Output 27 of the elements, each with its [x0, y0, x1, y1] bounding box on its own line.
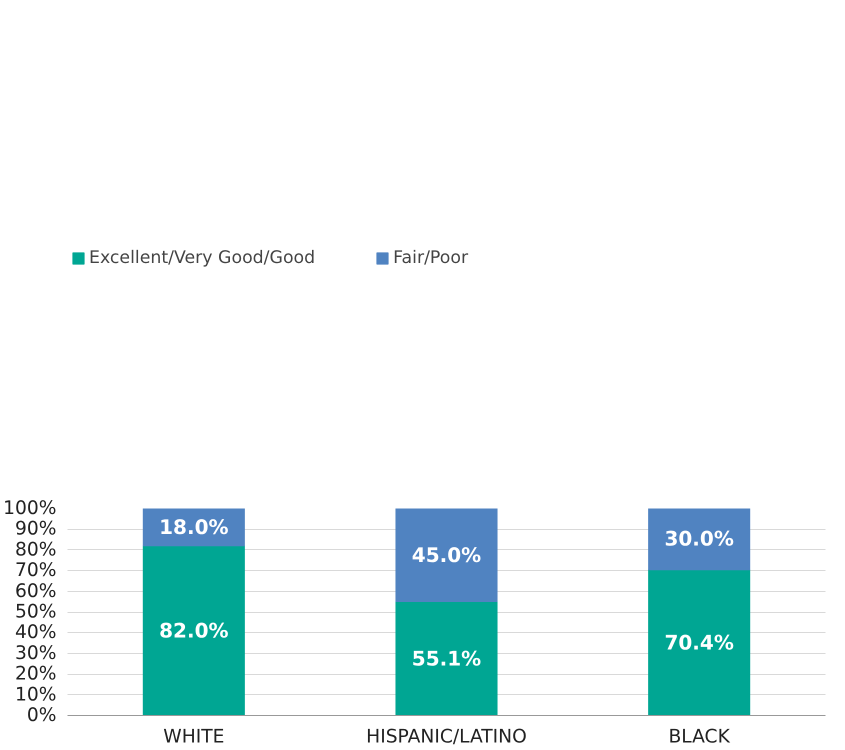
y-tick-label: 70% [15, 560, 56, 582]
legend-label: Excellent/Very Good/Good [89, 248, 316, 268]
y-tick-label: 10% [15, 684, 56, 706]
y-tick-label: 90% [15, 518, 56, 540]
bar [648, 569, 750, 716]
data-label: 82.0% [159, 618, 229, 643]
legend-label: Fair/Poor [393, 248, 468, 268]
y-tick-label: 30% [15, 642, 56, 664]
x-tick-label: HISPANIC/LATINO [366, 726, 527, 748]
bar [395, 508, 498, 602]
data-label: 55.1% [412, 646, 482, 670]
y-tick-label: 60% [15, 580, 56, 602]
bar [648, 508, 750, 570]
data-label: 30.0% [664, 526, 734, 551]
data-label: 45.0% [412, 542, 482, 567]
y-tick-label: 50% [15, 602, 56, 622]
x-tick-label: BLACK [668, 726, 731, 748]
y-tick-label: 80% [15, 539, 56, 560]
bar [395, 600, 498, 716]
y-tick-label: 100% [3, 498, 57, 519]
y-tick-label: 0% [26, 705, 57, 726]
data-label: 70.4% [664, 630, 734, 655]
y-tick-label: 20% [15, 664, 56, 685]
y-tick-label: 40% [15, 622, 56, 644]
data-label: 18.0% [159, 515, 229, 540]
x-tick-label: WHITE [163, 726, 224, 748]
bar [142, 545, 245, 716]
